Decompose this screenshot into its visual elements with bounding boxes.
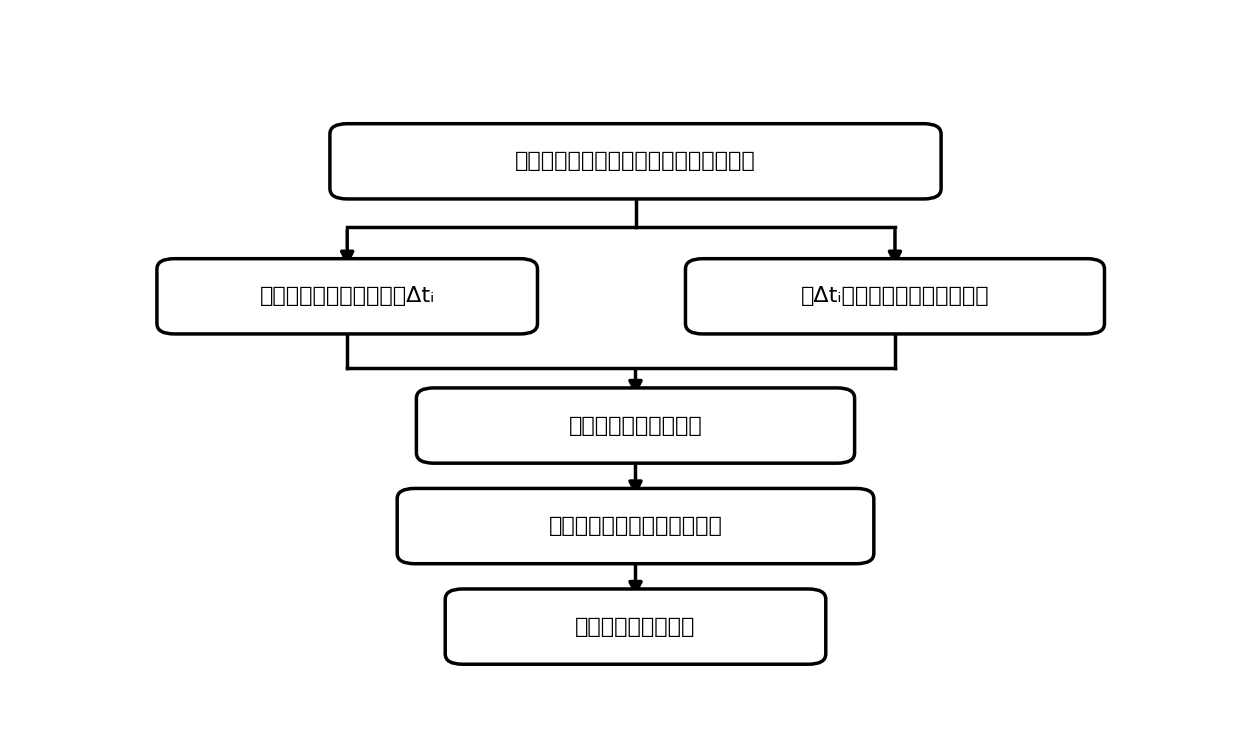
FancyBboxPatch shape bbox=[157, 259, 537, 334]
Text: 设置相同的地面重离子加速辐照实验条件: 设置相同的地面重离子加速辐照实验条件 bbox=[515, 151, 756, 172]
FancyBboxPatch shape bbox=[686, 259, 1105, 334]
Text: 预估单粒子效应截面: 预估单粒子效应截面 bbox=[575, 617, 696, 636]
FancyBboxPatch shape bbox=[397, 489, 874, 564]
Text: 在Δtᵢ内发生单粒子效应的次数: 在Δtᵢ内发生单粒子效应的次数 bbox=[801, 286, 990, 307]
FancyBboxPatch shape bbox=[417, 388, 854, 463]
Text: 单粒子效应发的时间间隔Δtᵢ: 单粒子效应发的时间间隔Δtᵢ bbox=[259, 286, 435, 307]
Text: 下次单粒子效应发生的时间点: 下次单粒子效应发生的时间点 bbox=[548, 516, 723, 536]
Text: 单粒子效应率预估模型: 单粒子效应率预估模型 bbox=[569, 416, 702, 436]
FancyBboxPatch shape bbox=[445, 589, 826, 664]
FancyBboxPatch shape bbox=[330, 124, 941, 199]
